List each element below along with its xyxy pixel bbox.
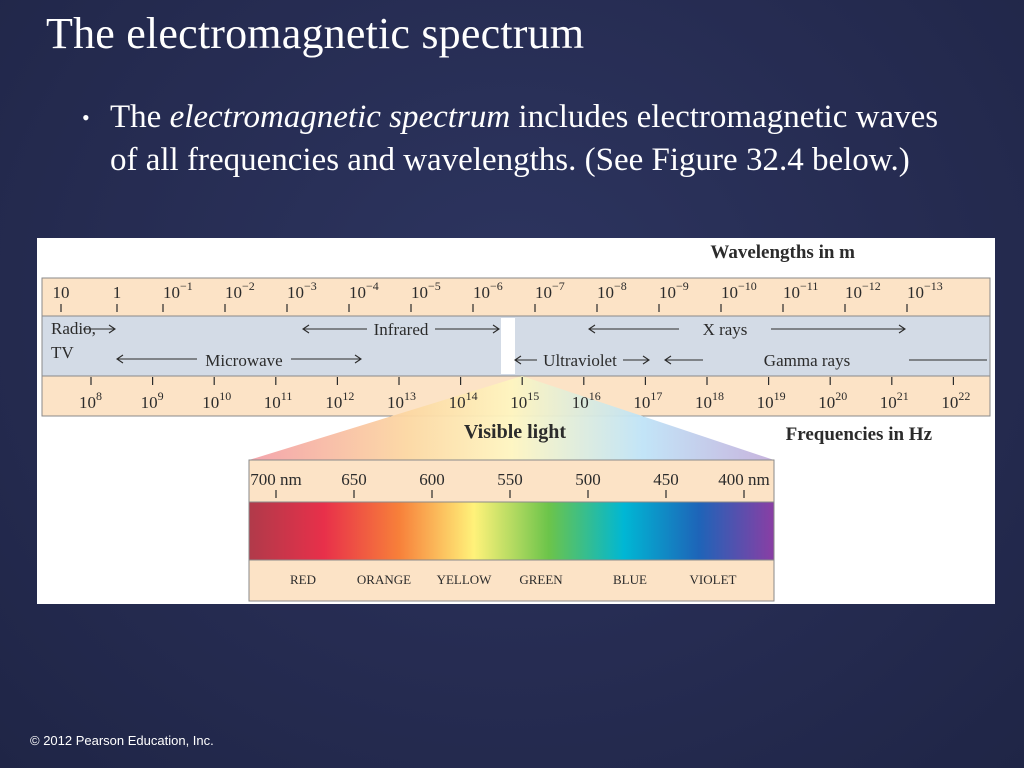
wavelengths-heading: Wavelengths in m: [710, 242, 855, 263]
frequency-tick-label: 1017: [633, 389, 662, 412]
bullet-text: The electromagnetic spectrum includes el…: [110, 96, 940, 182]
visible-gap: [501, 318, 515, 374]
visible-tick-label: 450: [653, 470, 679, 489]
frequency-tick-label: 1022: [941, 389, 970, 412]
wavelength-tick-label: 1: [113, 283, 122, 302]
band-labels: Radio, TV Infrared Microwave X rays Ultr…: [51, 319, 850, 370]
visible-color-band: [248, 559, 775, 602]
frequency-tick-label: 1020: [818, 389, 847, 412]
frequency-tick-label: 108: [79, 389, 102, 412]
infrared-label: Infrared: [374, 320, 429, 339]
frequency-tick-label: 1011: [264, 389, 293, 412]
wavelength-tick-label: 10−4: [349, 279, 379, 302]
wavelength-tick-label: 10−6: [473, 279, 503, 302]
wavelength-tick-label: 10−12: [845, 279, 881, 302]
em-spectrum-diagram: Wavelengths in m Frequencies in Hz Visib…: [41, 242, 991, 602]
wavelength-tick-label: 10−9: [659, 279, 689, 302]
frequency-tick-label: 1010: [202, 389, 231, 412]
visible-tick-label: 650: [341, 470, 367, 489]
wavelength-tick-label: 10−11: [783, 279, 818, 302]
color-name-label: ORANGE: [357, 572, 411, 587]
wavelength-tick-label: 10−7: [535, 279, 565, 302]
ultraviolet-label: Ultraviolet: [543, 351, 617, 370]
frequency-tick-label: 1019: [757, 389, 786, 412]
color-name-label: YELLOW: [437, 572, 493, 587]
color-name-label: VIOLET: [690, 572, 737, 587]
visible-tick-label: 500: [575, 470, 601, 489]
frequency-tick-label: 109: [141, 389, 164, 412]
frequency-tick-label: 1012: [325, 389, 354, 412]
bullet-prefix: The: [110, 99, 170, 135]
visible-tick-label: 600: [419, 470, 445, 489]
em-spectrum-figure: Wavelengths in m Frequencies in Hz Visib…: [37, 238, 995, 604]
wavelength-tick-label: 10−13: [907, 279, 943, 302]
color-name-label: RED: [290, 572, 316, 587]
slide-title: The electromagnetic spectrum: [46, 9, 585, 58]
visible-tick-label: 550: [497, 470, 523, 489]
visible-tick-label: 400 nm: [718, 470, 769, 489]
tv-label: TV: [51, 343, 74, 362]
visible-tick-label: 700 nm: [250, 470, 301, 489]
wavelength-tick-label: 10−3: [287, 279, 317, 302]
gamma-rays-label: Gamma rays: [764, 351, 850, 370]
bullet-emphasis: electromagnetic spectrum: [169, 99, 511, 135]
band-arrows: [83, 324, 987, 365]
visible-light-heading: Visible light: [464, 421, 566, 443]
wavelength-tick-label: 10−10: [721, 279, 757, 302]
frequency-tick-label: 1018: [695, 389, 724, 412]
copyright-notice: © 2012 Pearson Education, Inc.: [30, 733, 214, 748]
color-name-label: BLUE: [613, 572, 647, 587]
frequency-tick-label: 1013: [387, 389, 416, 412]
wavelength-tick-label: 10: [53, 283, 70, 302]
wavelength-tick-label: 10−8: [597, 279, 627, 302]
frequency-tick-label: 1015: [510, 389, 539, 412]
x-rays-label: X rays: [703, 320, 748, 339]
wavelength-tick-label: 10−1: [163, 279, 193, 302]
bullet-dot: •: [82, 105, 90, 130]
frequencies-heading: Frequencies in Hz: [786, 424, 933, 445]
region-band: [41, 315, 991, 377]
bullet-suffix: includes electromagnetic waves of all fr…: [110, 99, 939, 178]
visible-spectrum-gradient: [248, 501, 775, 561]
frequency-tick-label: 1016: [572, 389, 601, 412]
radio-label: Radio,: [51, 319, 96, 338]
frequency-tick-label: 1021: [880, 389, 909, 412]
wavelength-scale-band: [41, 277, 991, 317]
wavelength-tick-label: 10−5: [411, 279, 441, 302]
wavelength-tick-label: 10−2: [225, 279, 255, 302]
color-name-label: GREEN: [519, 572, 563, 587]
visible-scale-band: [248, 459, 775, 503]
visible-light-fan: [249, 376, 774, 460]
microwave-label: Microwave: [205, 351, 282, 370]
frequency-tick-label: 1014: [449, 389, 478, 412]
